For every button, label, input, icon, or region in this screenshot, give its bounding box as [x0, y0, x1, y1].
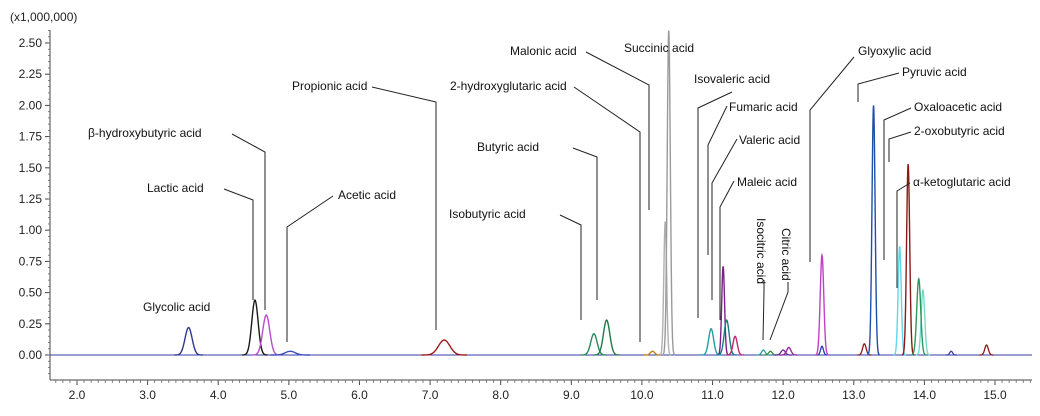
- x-tick-label: 2.0: [69, 388, 86, 402]
- peak-trace: [717, 266, 729, 356]
- x-tick-label: 3.0: [139, 388, 156, 402]
- leader-line: [719, 180, 735, 320]
- peak-label: Isovaleric acid: [694, 72, 770, 86]
- peak-trace: [910, 276, 927, 356]
- axes: 0.00 0.25 0.50 0.75 1.00 1.25 1.50 1.75 2.00 2.25…: [19, 30, 1032, 402]
- leader-line: [371, 86, 437, 330]
- peak-label: β-hydroxybutyric acid: [88, 126, 202, 140]
- leader-line: [585, 51, 650, 210]
- peak-label: Citric acid: [779, 228, 793, 281]
- peak-trace: [644, 350, 661, 356]
- peak-label: Valeric acid: [739, 133, 800, 147]
- x-tick-label: 6.0: [351, 388, 368, 402]
- x-tick-label: 14.0: [913, 388, 937, 402]
- peak-label: Succinic acid: [624, 41, 694, 55]
- y-tick-label: 2.00: [19, 98, 43, 112]
- peak-trace: [774, 349, 792, 356]
- y-tick-label: 1.75: [19, 130, 43, 144]
- peak-trace: [421, 339, 467, 356]
- peak-trace: [252, 314, 281, 356]
- leader-line: [883, 107, 912, 260]
- peak-label: Propionic acid: [292, 79, 367, 93]
- leader-line: [896, 182, 911, 288]
- peak-trace: [716, 319, 737, 356]
- peak-label: Fumaric acid: [729, 100, 798, 114]
- peak-label: Butyric acid: [477, 140, 539, 154]
- leader-line: [231, 133, 266, 310]
- x-tick-label: 7.0: [422, 388, 439, 402]
- minor-peak: [979, 344, 994, 356]
- peak-trace: [581, 333, 607, 356]
- leader-line: [697, 91, 733, 318]
- minor-peak: [915, 288, 931, 356]
- peak-trace: [701, 327, 722, 356]
- x-tick-label: 10.0: [630, 388, 654, 402]
- x-tick-label: 9.0: [563, 388, 580, 402]
- minor-peak: [857, 343, 872, 356]
- y-tick-label: 0.75: [19, 254, 43, 268]
- peak-trace: [174, 326, 203, 356]
- peaks: [50, 30, 1032, 356]
- leader-line: [572, 147, 598, 300]
- leader-line: [559, 214, 582, 320]
- x-tick-label: 4.0: [210, 388, 227, 402]
- leader-line: [888, 131, 912, 162]
- minor-peak: [945, 350, 957, 356]
- peak-label: Glyoxylic acid: [858, 44, 931, 58]
- peak-trace: [659, 221, 672, 356]
- peak-trace: [867, 105, 880, 356]
- leader-line: [762, 280, 765, 341]
- leader-line: [573, 86, 641, 342]
- leader-line: [707, 105, 728, 255]
- y-tick-label: 2.25: [19, 67, 43, 81]
- peak-trace: [901, 163, 915, 356]
- peak-label: Lactic acid: [147, 181, 204, 195]
- peak-label: 2-hydroxyglutaric acid: [450, 79, 567, 93]
- y-tick-label: 2.50: [19, 36, 43, 50]
- peak-trace: [662, 30, 676, 356]
- peak-trace: [726, 335, 744, 356]
- y-tick-label: 1.00: [19, 223, 43, 237]
- peak-label: α-ketoglutaric acid: [913, 175, 1011, 189]
- peak-label: Acetic acid: [338, 188, 396, 202]
- peak-label: 2-oxobutyric acid: [914, 124, 1005, 138]
- peak-trace: [242, 299, 268, 356]
- peak-label: Malonic acid: [510, 44, 577, 58]
- peak-trace: [593, 319, 620, 356]
- leader-line: [286, 195, 334, 342]
- y-multiplier-label: (x1,000,000): [10, 10, 77, 24]
- leader-line: [857, 72, 900, 102]
- y-tick-label: 1.50: [19, 161, 43, 175]
- minor-peak: [816, 345, 828, 356]
- minor-peak: [756, 349, 771, 356]
- y-tick-label: 0.25: [19, 317, 43, 331]
- leader-line: [711, 138, 738, 300]
- peak-trace: [270, 350, 311, 356]
- peak-label: Oxaloacetic acid: [914, 100, 1002, 114]
- peak-label: Isobutyric acid: [449, 207, 526, 221]
- peak-trace: [780, 346, 798, 356]
- x-tick-label: 11.0: [701, 388, 724, 402]
- peak-label: Pyruvic acid: [902, 65, 967, 79]
- y-tick-label: 1.25: [19, 192, 43, 206]
- x-tick-label: 5.0: [281, 388, 298, 402]
- x-tick-label: 12.0: [771, 388, 795, 402]
- peak-label: Glycolic acid: [143, 300, 210, 314]
- leader-line: [769, 282, 789, 341]
- x-tick-label: 13.0: [842, 388, 866, 402]
- leader-line: [223, 188, 254, 300]
- x-tick-label: 15.0: [983, 388, 1007, 402]
- peak-labels: Glycolic acid Lactic acid β-hydroxybutyric…: [88, 41, 1011, 342]
- x-tick-label: 8.0: [492, 388, 509, 402]
- peak-label: Isocitric acid: [754, 218, 768, 284]
- y-tick-label: 0.50: [19, 286, 43, 300]
- y-tick-label: 0.00: [19, 348, 43, 362]
- peak-label: Maleic acid: [737, 175, 797, 189]
- peak-trace: [814, 252, 830, 356]
- leader-line: [809, 56, 855, 262]
